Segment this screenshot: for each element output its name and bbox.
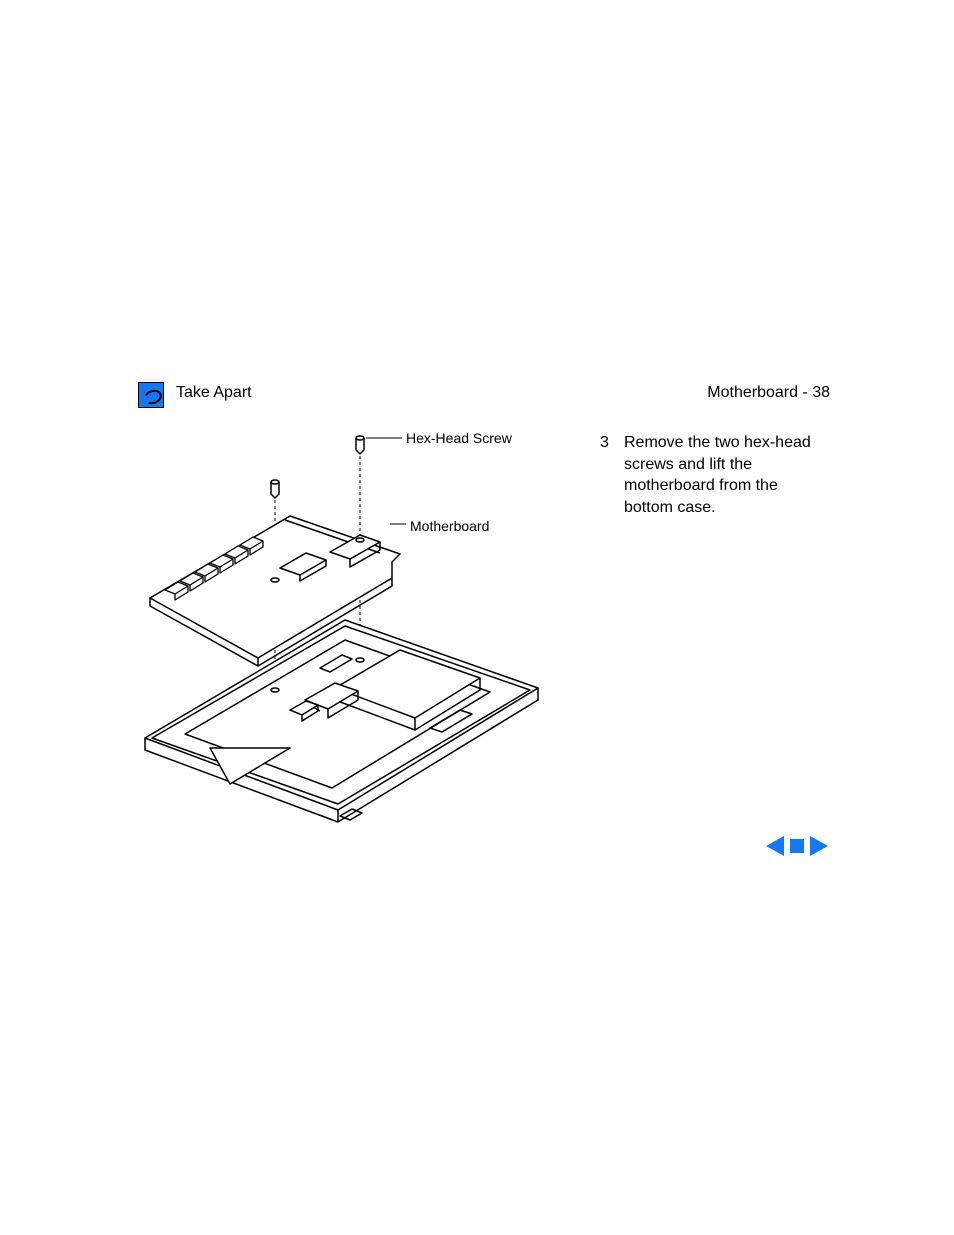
- next-page-icon[interactable]: [810, 836, 828, 856]
- screw-right: [356, 436, 364, 454]
- bottom-case-shape: [145, 620, 538, 822]
- label-hex-head-screw: Hex-Head Screw: [406, 430, 512, 446]
- take-apart-icon: [138, 382, 164, 408]
- page-content: Hex-Head Screw Motherboard 3 Remove the …: [130, 428, 830, 858]
- document-page: Take Apart Motherboard - 38: [130, 380, 830, 860]
- section-title: Take Apart: [176, 384, 252, 402]
- screw-left: [271, 480, 279, 498]
- step-body: Remove the two hex-head screws and lift …: [624, 432, 830, 518]
- page-number: Motherboard - 38: [707, 384, 830, 402]
- page-header: Take Apart Motherboard - 38: [130, 380, 830, 410]
- page-nav: [766, 834, 830, 858]
- motherboard-diagram: Hex-Head Screw Motherboard: [130, 428, 550, 848]
- label-motherboard: Motherboard: [410, 518, 489, 534]
- prev-page-icon[interactable]: [766, 836, 784, 856]
- instruction-text: 3 Remove the two hex-head screws and lif…: [600, 432, 830, 518]
- step-number: 3: [600, 432, 624, 518]
- step-3: 3 Remove the two hex-head screws and lif…: [600, 432, 830, 518]
- stop-icon[interactable]: [790, 839, 804, 853]
